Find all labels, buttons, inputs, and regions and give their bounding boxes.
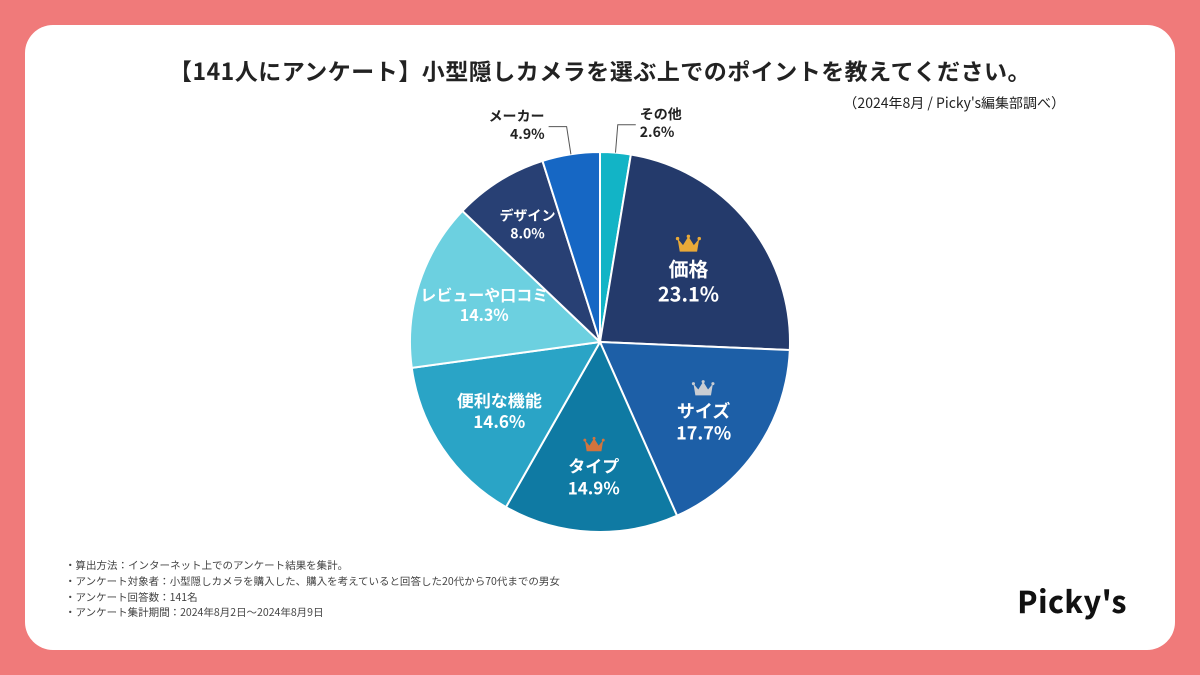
footnotes: ・算出方法：インターネット上でのアンケート結果を集計。・アンケート対象者：小型隠… <box>65 558 1135 621</box>
card: 【141人にアンケート】小型隠しカメラを選ぶ上でのポイントを教えてください。 （… <box>25 25 1175 650</box>
slice-name: 価格 <box>658 255 719 280</box>
slice-name: 便利な機能 <box>457 388 542 409</box>
footnote-line: ・算出方法：インターネット上でのアンケート結果を集計。 <box>65 558 1135 574</box>
slice-percent: 14.3% <box>420 304 548 324</box>
slice-label-other: その他2.6% <box>640 106 682 141</box>
slice-label-price: 価格23.1% <box>658 234 719 306</box>
brand-logo: Picky's <box>1017 578 1127 622</box>
footnote-line: ・アンケート回答数：141名 <box>65 590 1135 606</box>
slice-label-maker: メーカー4.9% <box>489 108 545 143</box>
crown-icon <box>583 436 605 453</box>
slice-percent: 4.9% <box>489 126 545 144</box>
slice-percent: 23.1% <box>658 280 719 305</box>
slice-percent: 14.6% <box>457 410 542 431</box>
slice-percent: 17.7% <box>676 422 731 445</box>
slice-name: サイズ <box>676 399 731 422</box>
slice-label-type: タイプ14.9% <box>568 436 620 497</box>
slice-percent: 2.6% <box>640 124 682 142</box>
slice-percent: 8.0% <box>499 225 555 243</box>
pie-chart: その他2.6% 価格23.1% サイズ17.7% タイプ14.9%便利な機能14… <box>65 113 1135 558</box>
crown-icon <box>692 380 715 398</box>
slice-name: デザイン <box>499 208 555 226</box>
slice-label-review: レビューや口コミ14.3% <box>420 284 548 324</box>
slice-name: メーカー <box>489 108 545 126</box>
slice-name: レビューや口コミ <box>420 284 548 304</box>
chart-title: 【141人にアンケート】小型隠しカメラを選ぶ上でのポイントを教えてください。 <box>65 53 1135 87</box>
chart-subtitle: （2024年8月 / Picky's編集部調べ） <box>65 93 1135 113</box>
slice-label-size: サイズ17.7% <box>676 380 731 445</box>
slice-name: タイプ <box>568 455 620 476</box>
slice-label-feature: 便利な機能14.6% <box>457 388 542 431</box>
leader-line <box>615 124 635 152</box>
slice-percent: 14.9% <box>568 476 620 497</box>
footnote-line: ・アンケート対象者：小型隠しカメラを購入した、購入を考えていると回答した20代か… <box>65 574 1135 590</box>
footnote-line: ・アンケート集計期間：2024年8月2日〜2024年8月9日 <box>65 605 1135 621</box>
slice-label-design: デザイン8.0% <box>499 208 555 243</box>
crown-icon <box>675 234 701 254</box>
leader-line <box>549 126 571 154</box>
